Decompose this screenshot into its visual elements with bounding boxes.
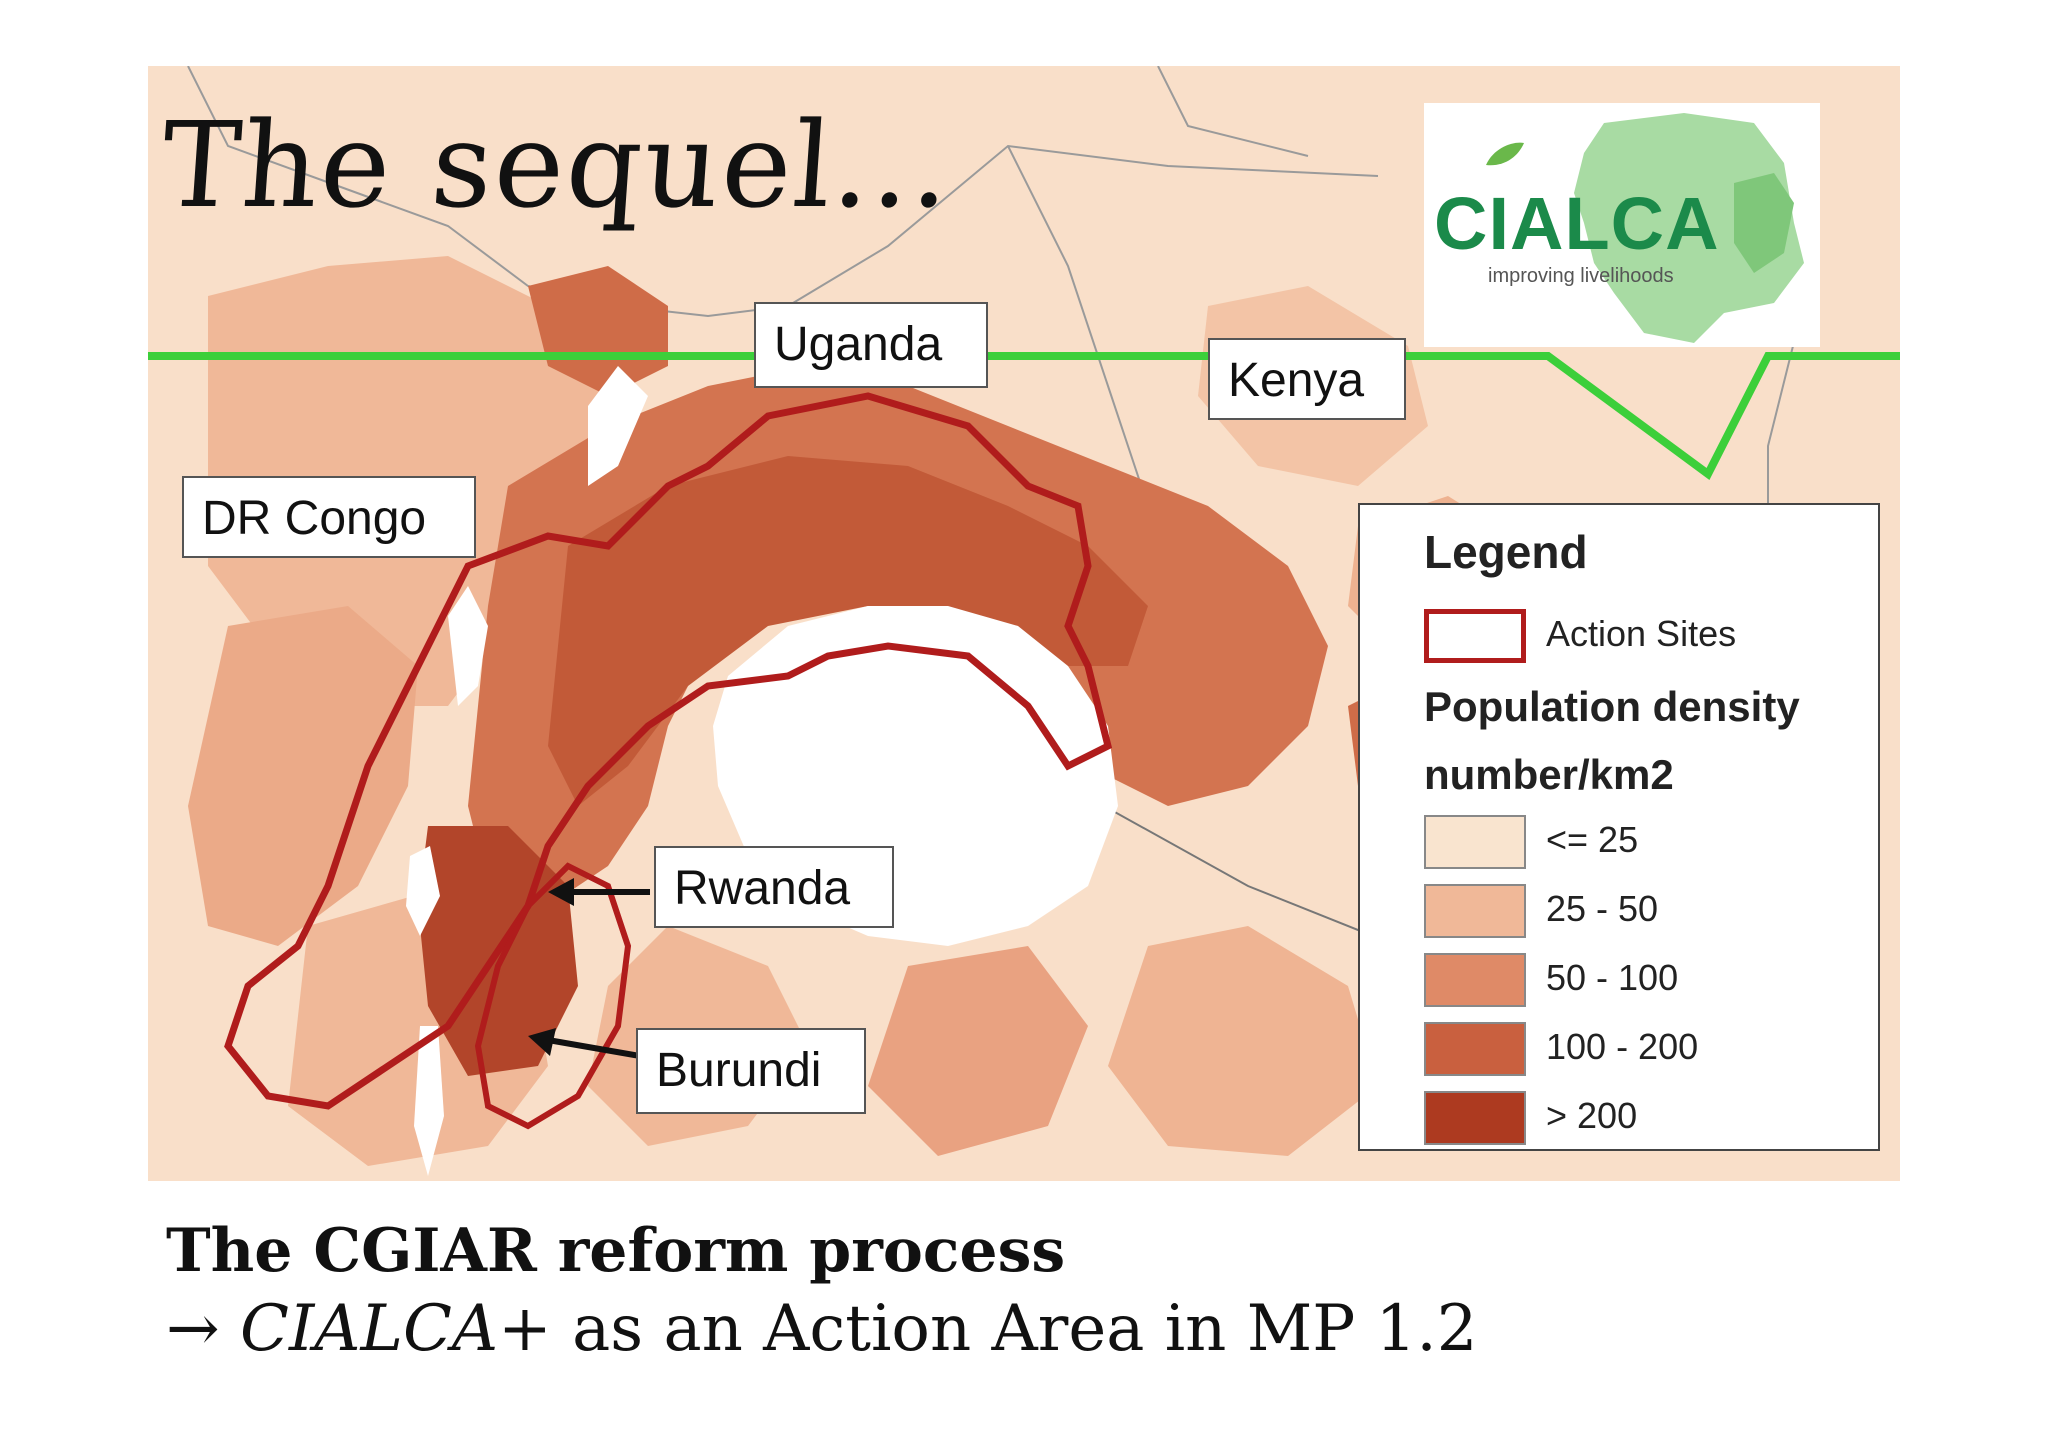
lake-albert xyxy=(448,586,488,706)
density-region-north xyxy=(528,266,668,396)
caption-heading: The CGIAR reform process xyxy=(166,1216,1066,1286)
legend-title: Legend xyxy=(1424,526,1588,578)
label-dr-congo: DR Congo xyxy=(182,476,476,558)
logo-congo-shape xyxy=(1574,113,1804,343)
cutoff-line xyxy=(148,352,1900,481)
legend-class-swatch xyxy=(1424,953,1526,1007)
legend-class-label: 50 - 100 xyxy=(1546,957,1679,998)
border-line-north xyxy=(1157,66,1309,157)
rwanda-arrow-head xyxy=(548,878,574,906)
legend-class-label: <= 25 xyxy=(1546,819,1639,860)
caption-subline: → CIALCA+ as an Action Area in MP 1.2 xyxy=(166,1292,1477,1366)
logo-map-shape xyxy=(1486,113,1804,343)
label-burundi: Burundi xyxy=(636,1028,866,1114)
legend-class-swatch xyxy=(1424,815,1526,869)
burundi-arrow-head xyxy=(528,1028,556,1056)
label-uganda: Uganda xyxy=(754,302,988,388)
caption-rest: as an Action Area in MP 1.2 xyxy=(551,1292,1478,1366)
legend-class-label: > 200 xyxy=(1546,1095,1638,1136)
density-region xyxy=(868,946,1088,1156)
legend-label-action-sites: Action Sites xyxy=(1546,613,1737,654)
label-kenya: Kenya xyxy=(1208,338,1406,420)
map-legend: Legend Action Sites Population density n… xyxy=(1358,503,1880,1151)
logo-region-shape xyxy=(1734,173,1794,273)
cialca-logo: CIALCA improving livelihoods xyxy=(1424,103,1820,347)
legend-density-unit: number/km2 xyxy=(1424,751,1674,798)
legend-density-heading: Population density xyxy=(1424,683,1800,730)
legend-class-label: 25 - 50 xyxy=(1546,888,1659,929)
leaf-icon xyxy=(1486,142,1524,166)
burundi-arrow-line xyxy=(547,1037,641,1059)
legend-class-label: 100 - 200 xyxy=(1546,1026,1699,1067)
legend-class-swatch xyxy=(1424,884,1526,938)
lake-tanganyika xyxy=(414,1026,444,1176)
legend-class-swatch xyxy=(1424,1022,1526,1076)
action-sites-boundary xyxy=(224,392,1113,1110)
caption-italic: CIALCA+ xyxy=(239,1292,552,1366)
logo-name: CIALCA xyxy=(1434,182,1720,265)
arrow-icon: → xyxy=(166,1292,220,1366)
logo-tagline: improving livelihoods xyxy=(1488,265,1674,287)
slide-title: The sequel... xyxy=(157,96,957,234)
lake-small xyxy=(588,366,648,486)
density-region xyxy=(1108,926,1378,1156)
label-rwanda: Rwanda xyxy=(654,846,894,928)
density-region-veryhigh xyxy=(548,456,1148,806)
legend-class-swatch xyxy=(1424,1091,1526,1145)
action-sites-swatch xyxy=(1424,609,1526,663)
lake-kivu xyxy=(406,846,440,936)
action-sites-boundary-burundi xyxy=(474,862,632,1130)
density-region xyxy=(188,606,418,946)
